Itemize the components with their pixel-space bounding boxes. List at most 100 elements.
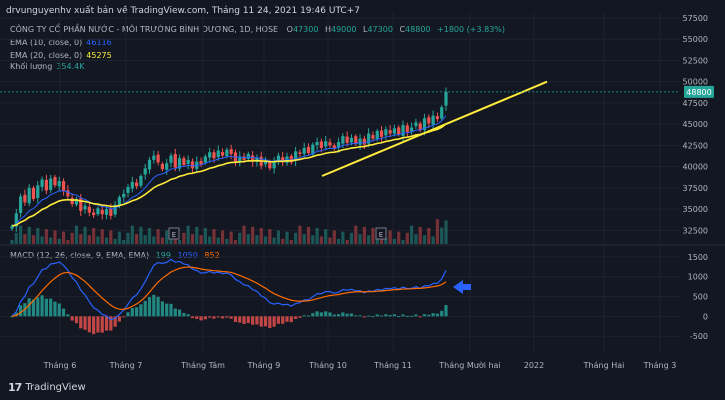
volume-bar bbox=[336, 238, 341, 244]
candle-body bbox=[152, 155, 156, 160]
volume-bar bbox=[375, 236, 379, 244]
macd-histogram-bar bbox=[358, 315, 362, 317]
candle-body bbox=[349, 137, 354, 143]
macd-histogram-bar bbox=[117, 316, 122, 322]
volume-bar bbox=[117, 231, 122, 244]
volume-bar bbox=[23, 234, 27, 244]
candle-body bbox=[23, 194, 27, 203]
macd-histogram-bar bbox=[208, 316, 212, 318]
candle-body bbox=[371, 135, 375, 139]
candle-body bbox=[362, 138, 366, 145]
macd-histogram-bar bbox=[100, 316, 104, 333]
macd-histogram-bar bbox=[367, 315, 371, 317]
volume-bar bbox=[272, 237, 276, 244]
macd-histogram-bar bbox=[238, 316, 242, 323]
candle-body bbox=[435, 116, 440, 120]
volume-bar bbox=[345, 240, 349, 244]
macd-histogram-bar bbox=[255, 316, 259, 325]
time-tick-label: Tháng Mười hai bbox=[438, 360, 500, 370]
tradingview-footer[interactable]: 17 TradingView bbox=[8, 381, 86, 394]
macd-histogram-bar bbox=[427, 314, 431, 317]
volume-bar bbox=[371, 228, 375, 244]
price-tick-label: 50000 bbox=[683, 78, 708, 87]
macd-histogram-bar bbox=[276, 316, 281, 324]
macd-histogram-bar bbox=[40, 295, 44, 317]
macd-histogram-bar bbox=[362, 316, 366, 318]
macd-histogram-bar bbox=[281, 316, 285, 324]
candle-body bbox=[10, 226, 14, 229]
ema10-line bbox=[11, 115, 447, 227]
volume-bar bbox=[79, 234, 83, 244]
volume-bar bbox=[165, 230, 169, 244]
macd-histogram-bar bbox=[418, 316, 422, 318]
macd-histogram-bar bbox=[83, 316, 87, 330]
macd-histogram-bar bbox=[242, 316, 246, 325]
macd-histogram-bar bbox=[349, 313, 354, 317]
symbol-title[interactable]: CÔNG TY CỔ PHẦN NƯỚC - MÔI TRƯỜNG BÌNH D… bbox=[10, 25, 279, 34]
volume-bar bbox=[96, 236, 100, 244]
candle-body bbox=[229, 149, 233, 154]
candle-body bbox=[341, 136, 345, 144]
macd-histogram-bar bbox=[431, 313, 435, 317]
ema10-legend[interactable]: EMA (10, close, 0) 46116 bbox=[10, 38, 112, 47]
volume-bar bbox=[328, 237, 332, 244]
time-tick-label: Tháng 6 bbox=[43, 361, 77, 370]
volume-bar bbox=[152, 236, 156, 244]
candle-body bbox=[358, 138, 362, 145]
last-price-badge-text: 48800 bbox=[686, 88, 711, 97]
candle-body bbox=[410, 127, 414, 132]
volume-bar bbox=[139, 226, 143, 244]
candle-body bbox=[40, 179, 44, 187]
candle-body bbox=[135, 182, 139, 187]
macd-histogram-bar bbox=[27, 298, 31, 317]
close-value: 48800 bbox=[405, 25, 431, 34]
candle-body bbox=[302, 147, 306, 154]
candle-body bbox=[173, 154, 177, 168]
macd-histogram-bar bbox=[160, 301, 164, 317]
macd-signal-value: 852 bbox=[204, 251, 220, 260]
volume-bar bbox=[57, 238, 61, 244]
time-tick-label: Tháng 9 bbox=[247, 361, 281, 370]
candle-body bbox=[61, 181, 66, 192]
volume-bar bbox=[229, 231, 233, 244]
macd-histogram-bar bbox=[87, 316, 91, 333]
volume-bar bbox=[298, 225, 302, 244]
macd-histogram-bar bbox=[440, 310, 444, 317]
price-tick-label: 37500 bbox=[683, 184, 708, 193]
macd-histogram-bar bbox=[53, 301, 57, 317]
candle-body bbox=[70, 197, 74, 205]
price-tick-label: 55000 bbox=[683, 35, 708, 44]
volume-bar bbox=[285, 231, 289, 244]
macd-histogram-bar bbox=[384, 314, 388, 317]
volume-bar bbox=[341, 231, 345, 244]
volume-bar bbox=[354, 225, 358, 244]
macd-histogram-bar bbox=[336, 314, 341, 317]
volume-bar bbox=[324, 229, 328, 244]
volume-legend[interactable]: Khối lượng 354.4K bbox=[10, 62, 84, 71]
candle-body bbox=[388, 130, 392, 134]
macd-label: MACD (12, 26, close, 9, EMA, EMA) bbox=[10, 251, 150, 260]
macd-histogram-bar bbox=[375, 314, 379, 317]
volume-bar bbox=[18, 225, 23, 244]
volume-bar bbox=[276, 230, 281, 244]
publish-info: drvunguyenhv xuất bản về TradingView.com… bbox=[6, 6, 360, 16]
candle-body bbox=[109, 208, 113, 216]
last-price-badge bbox=[684, 85, 714, 98]
macd-histogram-bar bbox=[263, 316, 268, 327]
macd-histogram-bar bbox=[354, 315, 358, 317]
volume-label: Khối lượng bbox=[10, 62, 53, 71]
candle-body bbox=[422, 118, 427, 131]
macd-histogram-bar bbox=[190, 316, 195, 319]
ema10-label: EMA (10, close, 0) bbox=[10, 38, 83, 47]
candle-body bbox=[177, 158, 182, 169]
macd-histogram-bar bbox=[392, 314, 397, 317]
volume-bar bbox=[83, 226, 87, 244]
macd-histogram-bar bbox=[220, 316, 225, 319]
tradingview-logo: 17 bbox=[8, 381, 22, 394]
ema20-legend[interactable]: EMA (20, close, 0) 45275 bbox=[10, 51, 112, 60]
macd-histogram-bar bbox=[435, 313, 440, 317]
volume-bar bbox=[147, 228, 152, 244]
change-value: +1800 (+3.83%) bbox=[437, 25, 506, 34]
macd-legend[interactable]: MACD (12, 26, close, 9, EMA, EMA) 199 10… bbox=[10, 251, 220, 260]
